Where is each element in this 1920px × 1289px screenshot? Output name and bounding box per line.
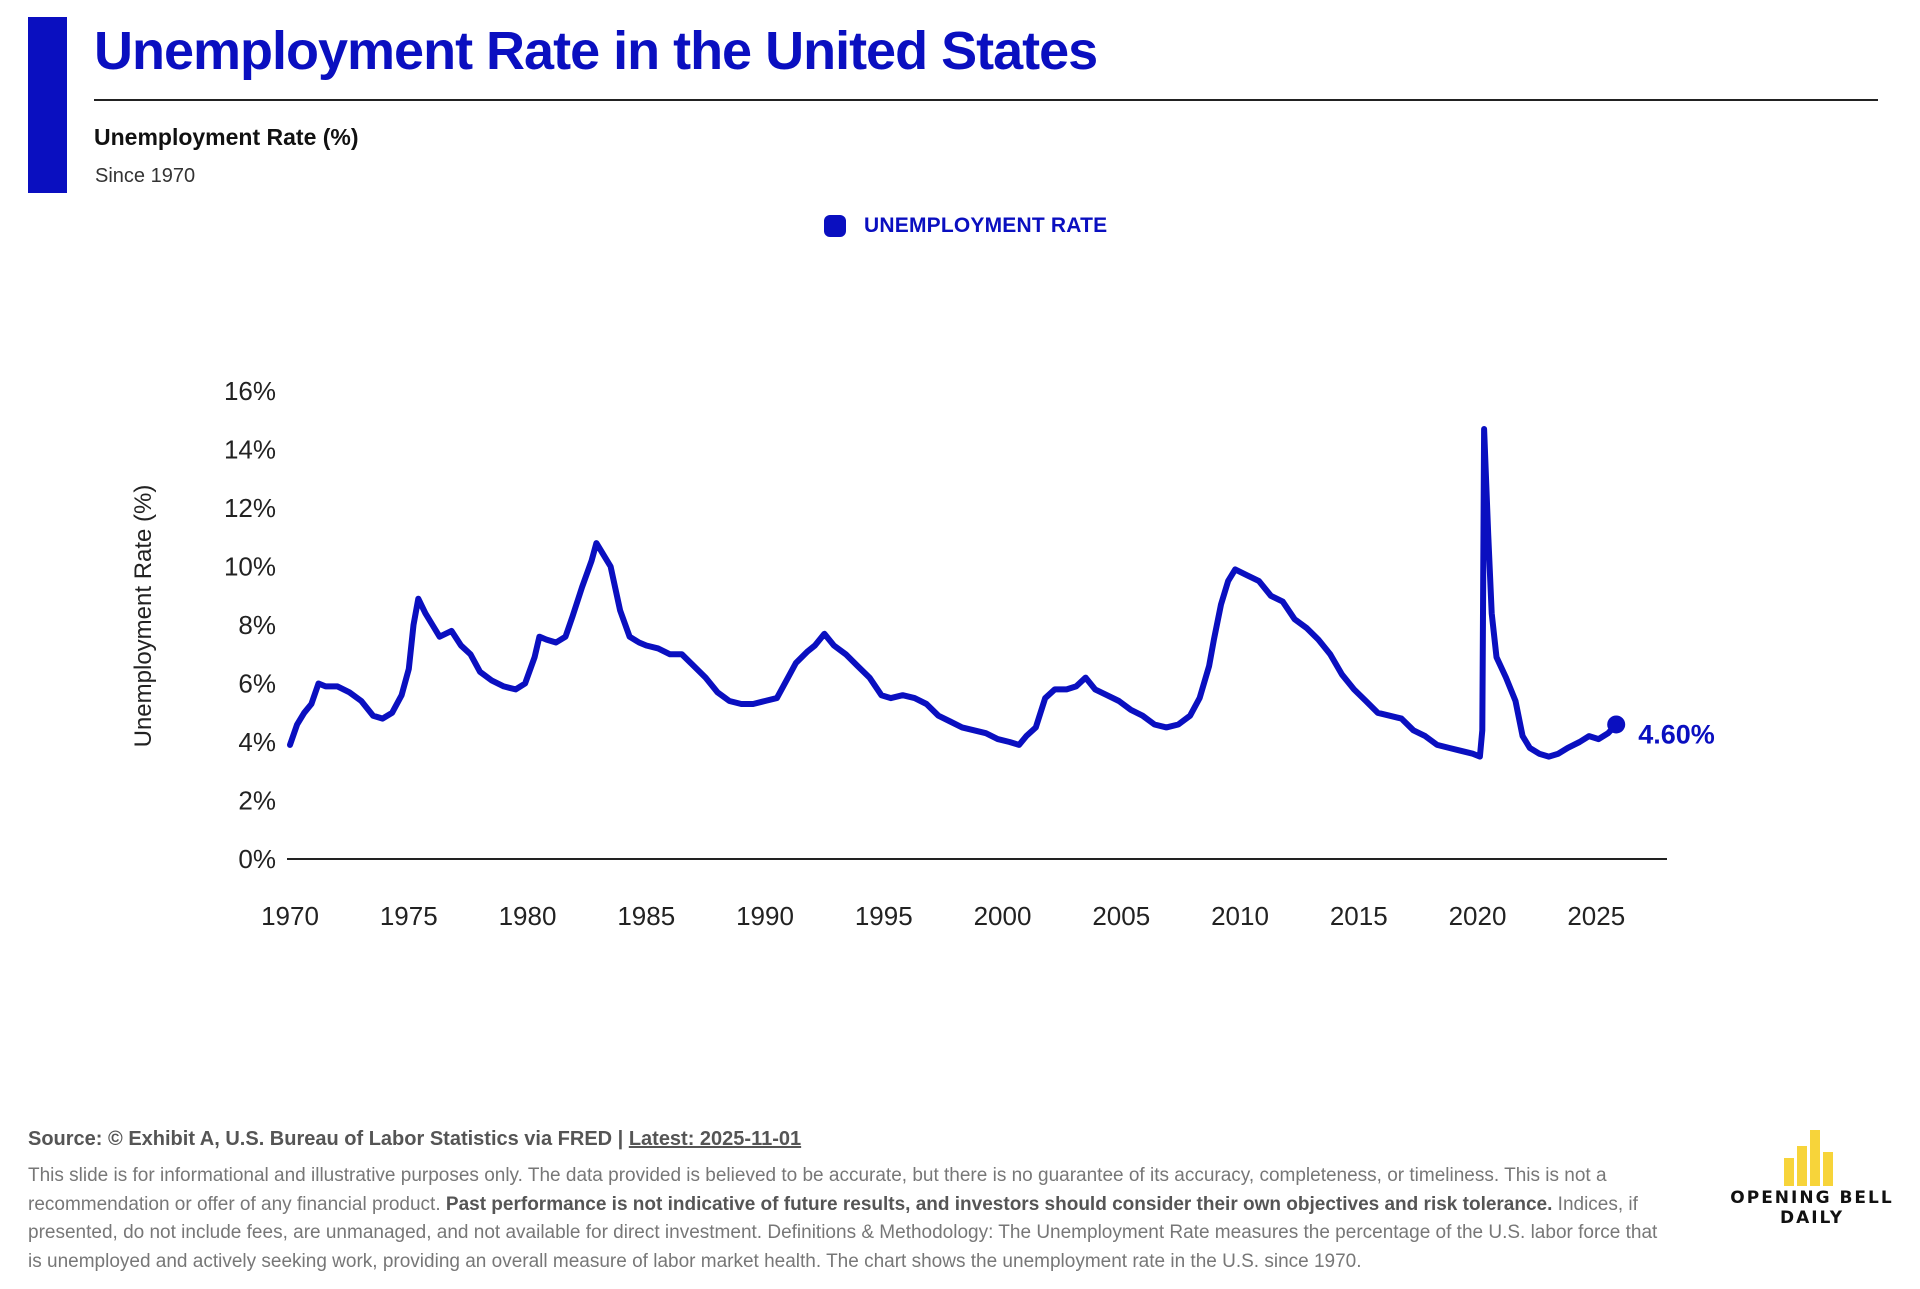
- line-chart: 0%2%4%6%8%10%12%14%16% 1970 1975 1980 1985 1…: [130, 376, 1715, 931]
- y-tick-label: 4%: [238, 727, 276, 757]
- y-tick-label: 16%: [224, 376, 276, 406]
- y-tick-label: 10%: [224, 552, 276, 582]
- y-axis-title: Unemployment Rate (%): [130, 485, 157, 748]
- annotation-group: 4.60%: [1607, 715, 1715, 749]
- x-tick-label: 1975: [380, 901, 438, 931]
- logo-bars-icon: [1784, 1130, 1844, 1186]
- y-tick-label: 8%: [238, 610, 276, 640]
- source-text: Source: © Exhibit A, U.S. Bureau of Labo…: [28, 1128, 629, 1150]
- legend: UNEMPLOYMENT RATE: [824, 214, 1107, 238]
- opening-bell-logo: OPENING BELL DAILY: [1722, 1130, 1902, 1230]
- x-tick-label: 2000: [974, 901, 1032, 931]
- x-tick-label: 2025: [1567, 901, 1625, 931]
- disclaimer-text-2: Indices, if presented, do not include fe…: [28, 1193, 1658, 1272]
- y-axis-ticks: 0% 2% 4% 6% 8% 10% 12% 14% 16%: [224, 376, 276, 874]
- title-divider: [94, 99, 1878, 101]
- accent-bar: [28, 17, 67, 193]
- disclaimer: This slide is for informational and illu…: [28, 1162, 1668, 1276]
- latest-date: Latest: 2025-11-01: [628, 1128, 802, 1150]
- x-tick-label: 2005: [1092, 901, 1150, 931]
- series-line-unemployment-rate: [287, 426, 1620, 760]
- legend-label: UNEMPLOYMENT RATE: [864, 214, 1108, 237]
- legend-marker-icon: [824, 215, 846, 237]
- latest-value-label: 4.60%: [1638, 719, 1715, 749]
- y-tick-label: 6%: [238, 669, 276, 699]
- x-tick-label: 1985: [617, 901, 675, 931]
- y-tick-label: 0%: [238, 844, 276, 874]
- chart-period: Since 1970: [95, 165, 196, 187]
- disclaimer-bold: Past performance is not indicative of fu…: [445, 1193, 1553, 1215]
- logo-text: OPENING BELL DAILY: [1722, 1188, 1902, 1228]
- disclaimer-text-1: This slide is for informational and illu…: [28, 1165, 1607, 1215]
- x-axis-ticks: 1970 1975 1980 1985 1990 1995 2000 2005 2010 2015…: [261, 901, 1625, 931]
- x-tick-label: 1980: [499, 901, 557, 931]
- page-title: Unemployment Rate in the United States: [94, 21, 1098, 81]
- x-tick-label: 1995: [855, 901, 913, 931]
- latest-point-marker: [1607, 715, 1626, 734]
- logo-line-1: OPENING BELL: [1730, 1188, 1894, 1208]
- x-tick-label: 2010: [1211, 901, 1269, 931]
- x-tick-label: 2015: [1330, 901, 1388, 931]
- y-tick-label: 2%: [238, 786, 276, 816]
- y-tick-label: 14%: [224, 435, 276, 465]
- chart-subtitle: Unemployment Rate (%): [94, 124, 359, 150]
- y-tick-label: 12%: [224, 493, 276, 523]
- source-line: Source: © Exhibit A, U.S. Bureau of Labo…: [28, 1128, 801, 1151]
- series-group: [287, 426, 1620, 760]
- x-tick-label: 1970: [261, 901, 319, 931]
- logo-line-2: DAILY: [1779, 1208, 1845, 1228]
- x-tick-label: 1990: [736, 901, 794, 931]
- x-tick-label: 2020: [1449, 901, 1507, 931]
